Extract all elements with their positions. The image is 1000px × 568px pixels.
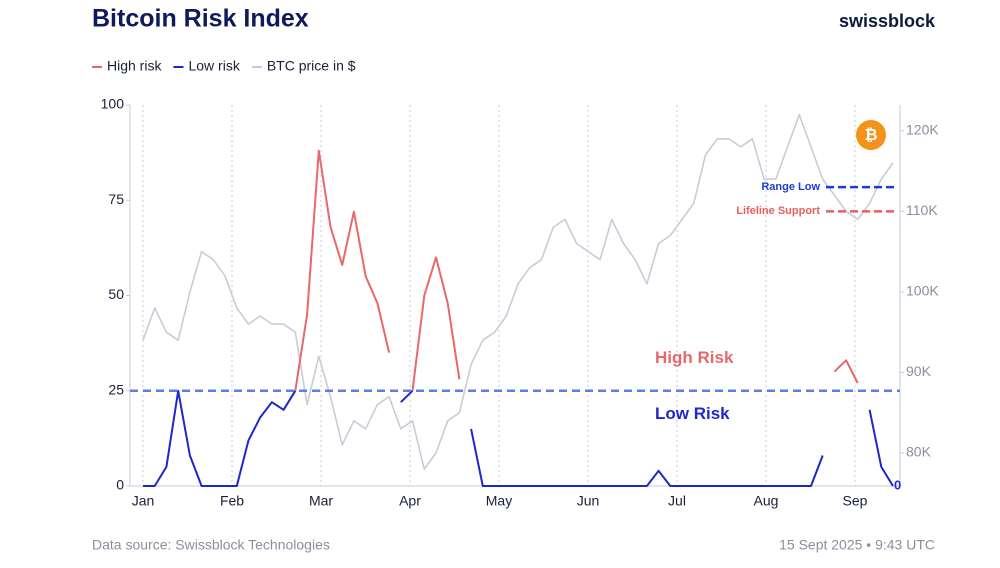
series-line	[294, 149, 391, 391]
legend-label: BTC price in $	[267, 58, 356, 74]
latest-value: 0	[894, 477, 901, 492]
chart-title: Bitcoin Risk Index	[92, 5, 309, 33]
y2-tick-label: 90K	[906, 363, 932, 379]
level-label: Lifeline Support	[736, 205, 820, 217]
x-tick-label: Mar	[309, 493, 333, 509]
level-label: Range Low	[761, 181, 820, 193]
series-line	[833, 359, 859, 384]
threshold-below-label: Low Risk	[655, 404, 730, 423]
legend-label: Low risk	[188, 58, 240, 74]
svg-text:₿: ₿	[864, 126, 877, 144]
x-tick-label: Aug	[754, 493, 779, 509]
y2-tick-label: 120K	[906, 121, 939, 137]
y-tick-label: 50	[108, 286, 124, 302]
series-line	[142, 113, 894, 470]
y-tick-label: 100	[101, 96, 125, 112]
y-tick-label: 75	[108, 191, 124, 207]
threshold-above-label: High Risk	[655, 348, 734, 367]
series-line	[470, 428, 824, 487]
x-tick-label: Jul	[668, 493, 686, 509]
legend-label: High risk	[107, 58, 162, 74]
series-line	[868, 409, 894, 487]
y2-tick-label: 80K	[906, 444, 932, 460]
x-tick-label: Jan	[132, 493, 155, 509]
series-line	[143, 389, 297, 487]
y-tick-label: 25	[108, 381, 124, 397]
x-tick-label: Apr	[399, 493, 421, 509]
series-line	[400, 390, 414, 403]
y2-tick-label: 100K	[906, 283, 939, 299]
y-tick-label: 0	[116, 477, 124, 493]
timestamp: 15 Sept 2025 • 9:43 UTC	[779, 537, 935, 553]
x-tick-label: Feb	[220, 493, 244, 509]
x-tick-label: May	[486, 493, 512, 509]
source: Data source: Swissblock Technologies	[92, 537, 330, 553]
brand: swissblock	[839, 11, 936, 31]
x-tick-label: Sep	[843, 493, 868, 509]
y2-tick-label: 110K	[906, 202, 938, 218]
x-tick-label: Jun	[577, 493, 600, 509]
btc-icon: ₿	[856, 120, 886, 150]
series-line	[411, 256, 461, 391]
